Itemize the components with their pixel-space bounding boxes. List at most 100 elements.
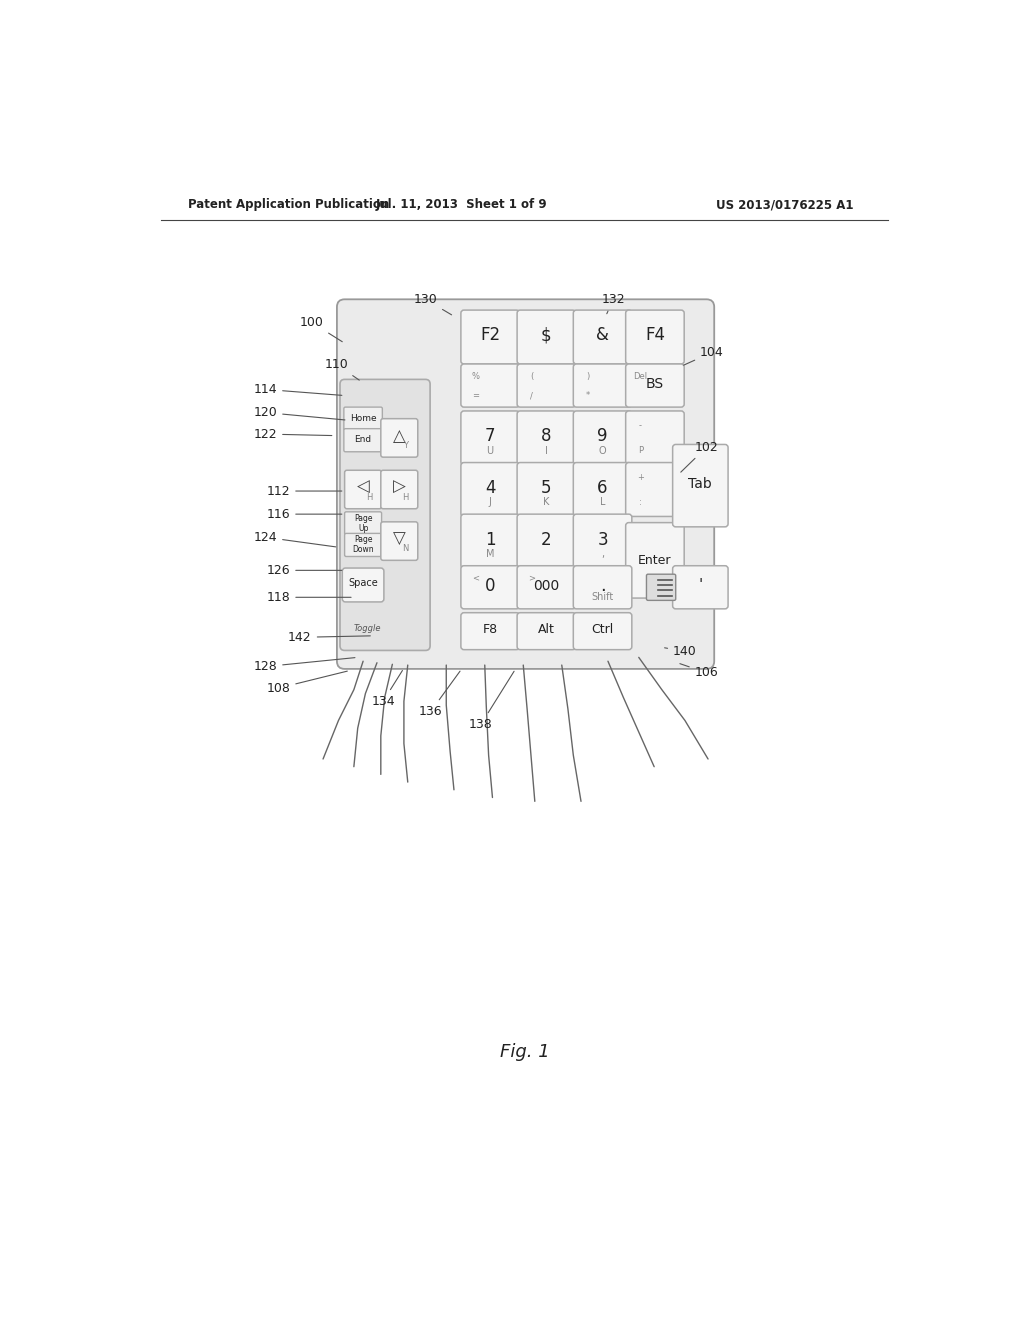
Text: Page
Up: Page Up bbox=[354, 513, 373, 533]
Text: ': ' bbox=[698, 578, 702, 593]
Text: :: : bbox=[639, 498, 642, 507]
FancyBboxPatch shape bbox=[626, 462, 684, 516]
Text: F2: F2 bbox=[480, 326, 500, 345]
Text: Toggle: Toggle bbox=[353, 623, 381, 632]
FancyBboxPatch shape bbox=[340, 379, 430, 651]
FancyBboxPatch shape bbox=[626, 523, 684, 598]
FancyBboxPatch shape bbox=[517, 310, 575, 364]
Text: 6: 6 bbox=[597, 479, 608, 496]
Text: 106: 106 bbox=[680, 664, 719, 680]
FancyBboxPatch shape bbox=[673, 445, 728, 527]
FancyBboxPatch shape bbox=[344, 429, 382, 451]
Text: Del: Del bbox=[633, 372, 647, 380]
FancyBboxPatch shape bbox=[345, 533, 382, 557]
Text: 0: 0 bbox=[485, 577, 496, 595]
FancyBboxPatch shape bbox=[573, 515, 632, 568]
Text: <: < bbox=[472, 574, 479, 582]
Text: 122: 122 bbox=[254, 428, 332, 441]
Text: L: L bbox=[600, 498, 605, 507]
FancyBboxPatch shape bbox=[381, 470, 418, 508]
Text: Fig. 1: Fig. 1 bbox=[500, 1043, 550, 1060]
Text: Home: Home bbox=[350, 414, 377, 424]
Text: H: H bbox=[366, 492, 373, 502]
Text: ,: , bbox=[601, 549, 604, 558]
FancyBboxPatch shape bbox=[573, 612, 632, 649]
Text: 9: 9 bbox=[597, 428, 608, 445]
FancyBboxPatch shape bbox=[517, 566, 575, 609]
Text: 8: 8 bbox=[541, 428, 552, 445]
Text: /: / bbox=[530, 391, 534, 400]
Text: -: - bbox=[639, 421, 642, 430]
Text: Enter: Enter bbox=[638, 554, 672, 566]
Text: H: H bbox=[402, 492, 409, 502]
Text: 118: 118 bbox=[266, 591, 351, 603]
Text: 136: 136 bbox=[419, 671, 460, 718]
FancyBboxPatch shape bbox=[573, 411, 632, 465]
Text: Jul. 11, 2013  Sheet 1 of 9: Jul. 11, 2013 Sheet 1 of 9 bbox=[376, 198, 548, 211]
Text: 3: 3 bbox=[597, 531, 608, 549]
Text: 120: 120 bbox=[253, 407, 345, 420]
Text: Ctrl: Ctrl bbox=[592, 623, 613, 636]
Text: .: . bbox=[600, 577, 605, 595]
Text: 7: 7 bbox=[485, 428, 496, 445]
FancyBboxPatch shape bbox=[381, 521, 418, 561]
FancyBboxPatch shape bbox=[461, 462, 519, 516]
Text: F4: F4 bbox=[645, 326, 665, 345]
FancyBboxPatch shape bbox=[573, 566, 632, 609]
Text: 000: 000 bbox=[534, 578, 559, 593]
Text: 138: 138 bbox=[469, 672, 514, 731]
Text: U: U bbox=[486, 446, 494, 455]
Text: 102: 102 bbox=[681, 441, 719, 473]
Text: 116: 116 bbox=[266, 508, 342, 520]
Text: 112: 112 bbox=[266, 484, 342, 498]
Text: N: N bbox=[402, 544, 409, 553]
Text: &: & bbox=[596, 326, 609, 345]
Text: 128: 128 bbox=[253, 657, 355, 673]
Text: △: △ bbox=[393, 426, 406, 445]
Text: ◁: ◁ bbox=[356, 478, 370, 496]
FancyBboxPatch shape bbox=[626, 364, 684, 407]
Text: BS: BS bbox=[646, 378, 664, 391]
FancyBboxPatch shape bbox=[381, 418, 418, 457]
Text: 126: 126 bbox=[266, 564, 342, 577]
Text: 142: 142 bbox=[288, 631, 371, 644]
FancyBboxPatch shape bbox=[345, 512, 382, 535]
Text: End: End bbox=[354, 436, 372, 444]
Text: 4: 4 bbox=[485, 479, 496, 496]
Text: J: J bbox=[488, 498, 492, 507]
Text: Shift: Shift bbox=[592, 593, 613, 602]
Text: 130: 130 bbox=[414, 293, 452, 315]
FancyBboxPatch shape bbox=[517, 411, 575, 465]
FancyBboxPatch shape bbox=[573, 462, 632, 516]
Text: 132: 132 bbox=[601, 293, 626, 314]
Text: >: > bbox=[528, 574, 536, 582]
Text: F8: F8 bbox=[482, 623, 498, 636]
Text: %: % bbox=[471, 372, 479, 380]
FancyBboxPatch shape bbox=[646, 574, 676, 601]
Text: Patent Application Publication: Patent Application Publication bbox=[188, 198, 389, 211]
FancyBboxPatch shape bbox=[626, 310, 684, 364]
FancyBboxPatch shape bbox=[461, 515, 519, 568]
Text: 140: 140 bbox=[665, 644, 697, 657]
FancyBboxPatch shape bbox=[673, 566, 728, 609]
Text: Y: Y bbox=[403, 441, 408, 450]
FancyBboxPatch shape bbox=[345, 470, 382, 508]
Text: 5: 5 bbox=[541, 479, 552, 496]
Text: I: I bbox=[545, 446, 548, 455]
FancyBboxPatch shape bbox=[337, 300, 714, 669]
Text: 1: 1 bbox=[484, 531, 496, 549]
FancyBboxPatch shape bbox=[517, 462, 575, 516]
Text: 100: 100 bbox=[300, 315, 342, 342]
FancyBboxPatch shape bbox=[461, 364, 519, 407]
FancyBboxPatch shape bbox=[517, 515, 575, 568]
Text: O: O bbox=[599, 446, 606, 455]
Text: ▽: ▽ bbox=[393, 529, 406, 548]
Text: *: * bbox=[586, 391, 590, 400]
FancyBboxPatch shape bbox=[461, 566, 519, 609]
Text: ▷: ▷ bbox=[393, 478, 406, 496]
FancyBboxPatch shape bbox=[517, 364, 575, 407]
Text: US 2013/0176225 A1: US 2013/0176225 A1 bbox=[716, 198, 853, 211]
FancyBboxPatch shape bbox=[461, 310, 519, 364]
FancyBboxPatch shape bbox=[517, 612, 575, 649]
FancyBboxPatch shape bbox=[573, 364, 632, 407]
